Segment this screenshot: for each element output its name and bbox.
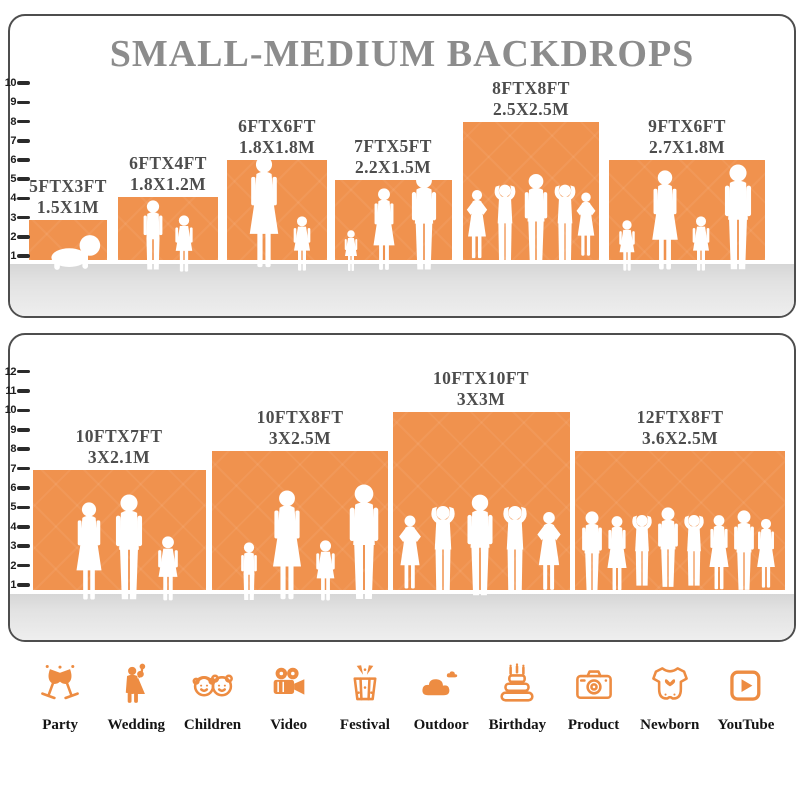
backdrop-rect-10x10 (393, 412, 570, 590)
category-label: Wedding (107, 717, 166, 733)
category-product: Product (555, 662, 631, 734)
backdrop-rect-7x5 (335, 180, 452, 260)
category-label: Children (183, 717, 242, 733)
panel-small-backdrops: SMALL-MEDIUM BACKDROPS 5FTX3FT 1.5X1M 6FT… (8, 14, 796, 318)
category-label: Newborn (640, 717, 700, 733)
category-festival: Festival (327, 662, 403, 734)
backdrop-rect-10x8 (212, 451, 388, 590)
backdrop-rect-6x6 (227, 160, 327, 260)
category-label: Outdoor (413, 717, 469, 733)
floor-small (10, 264, 794, 316)
backdrop-label: 5FTX3FT 1.5X1M (29, 176, 107, 217)
backdrop-rect-8x8 (463, 122, 599, 260)
category-youtube: YouTube (708, 662, 784, 734)
category-outdoor: Outdoor (403, 662, 479, 734)
wedding-icon (126, 663, 146, 703)
festival-icon (353, 665, 377, 701)
category-label: Video (270, 717, 308, 733)
newborn-icon (651, 667, 688, 700)
category-wedding: Wedding (98, 662, 174, 734)
backdrop-label: 9FTX6FT 2.7X1.8M (648, 116, 726, 157)
floor-large (10, 594, 794, 640)
category-label: Birthday (488, 717, 547, 733)
product-icon (575, 670, 612, 700)
category-label: Product (567, 717, 620, 733)
backdrop-label: 12FTX8FT 3.6X2.5M (636, 407, 724, 448)
backdrop-rect-6x4 (118, 197, 218, 260)
category-label: Festival (339, 717, 390, 733)
backdrop-label: 7FTX5FT 2.2X1.5M (354, 136, 432, 177)
backdrop-label: 10FTX8FT 3X2.5M (256, 407, 344, 448)
backdrop-label: 6FTX4FT 1.8X1.2M (129, 153, 207, 194)
backdrop-rect-10x7 (33, 470, 206, 590)
infographic-title: SMALL-MEDIUM BACKDROPS (109, 33, 695, 75)
children-icon (192, 674, 233, 697)
youtube-icon (730, 670, 761, 701)
backdrop-label: 6FTX6FT 1.8X1.8M (238, 116, 316, 157)
video-icon (273, 667, 305, 695)
category-children: Children (174, 662, 250, 734)
backdrop-label: 10FTX7FT 3X2.1M (75, 426, 163, 467)
category-label: Party (42, 717, 79, 733)
category-label: YouTube (717, 717, 775, 733)
backdrop-label: 10FTX10FT 3X3M (433, 368, 529, 409)
backdrop-label: 8FTX8FT 2.5X2.5M (492, 78, 570, 119)
backdrop-rect-5x3 (29, 220, 107, 260)
party-icon (41, 664, 79, 700)
panel-large-backdrops: 10FTX7FT 3X2.1M 10FTX8FT 3X2.5M 10FTX10FT 3… (8, 333, 796, 642)
category-newborn: Newborn (632, 662, 708, 734)
category-video: Video (251, 662, 327, 734)
outdoor-icon (422, 671, 458, 696)
backdrop-rect-12x8 (575, 451, 785, 590)
category-party: Party (22, 662, 98, 734)
birthday-icon (500, 663, 534, 702)
backdrop-rect-9x6 (609, 160, 765, 260)
category-row: Party Wedding (22, 662, 784, 734)
category-birthday: Birthday (479, 662, 555, 734)
